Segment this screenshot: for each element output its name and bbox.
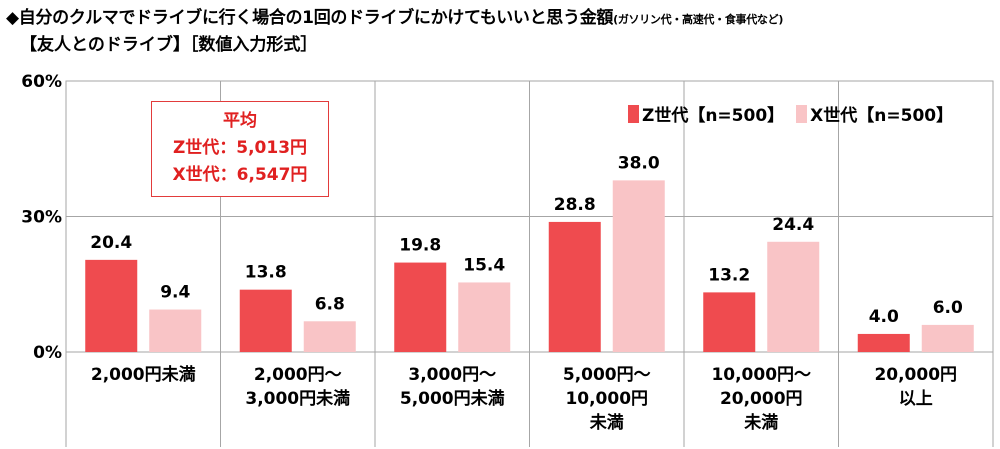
- legend-swatch-x: [796, 104, 808, 123]
- x-category-label: 2,000円未満: [91, 364, 196, 385]
- x-category-label: 以上: [899, 389, 933, 409]
- y-tick-label: 0%: [33, 343, 62, 363]
- average-x: X世代：6,547円: [172, 165, 308, 185]
- y-tick-label: 60%: [21, 72, 62, 92]
- bar-x: [767, 241, 820, 352]
- legend-label-z: Z世代【n=500】: [642, 106, 785, 126]
- data-label-x: 15.4: [463, 255, 505, 275]
- x-category-label: 5,000円未満: [400, 388, 505, 409]
- chart-title: ◆自分のクルマでドライブに行く場合の1回のドライブにかけてもいいと思う金額(ガソ…: [6, 3, 783, 28]
- data-label-x: 6.8: [315, 294, 345, 314]
- data-label-z: 19.8: [399, 236, 441, 256]
- x-category-label: 10,000円～: [711, 365, 811, 385]
- data-label-z: 13.8: [245, 263, 287, 283]
- legend-item-z: Z世代【n=500】: [628, 101, 784, 126]
- x-category-label: 3,000円未満: [245, 388, 350, 409]
- data-label-z: 4.0: [869, 307, 899, 327]
- data-label-x: 9.4: [160, 283, 190, 303]
- bar-x: [612, 180, 665, 352]
- bar-z: [85, 259, 138, 352]
- average-z: Z世代：5,013円: [172, 138, 308, 158]
- data-label-x: 38.0: [618, 153, 660, 173]
- bar-z: [239, 289, 292, 352]
- x-category-label: 10,000円: [565, 389, 648, 409]
- data-label-x: 24.4: [772, 215, 814, 235]
- bar-z: [703, 292, 756, 352]
- bar-z: [394, 262, 447, 352]
- x-category-label: 未満: [589, 412, 624, 433]
- data-label-x: 6.0: [933, 298, 963, 318]
- y-tick-label: 30%: [21, 208, 62, 228]
- data-label-z: 13.2: [708, 265, 750, 285]
- chart-title-main: ◆自分のクルマでドライブに行く場合の1回のドライブにかけてもいいと思う金額: [6, 8, 614, 28]
- x-category-label: 20,000円: [874, 365, 957, 385]
- data-label-z: 28.8: [554, 195, 596, 215]
- x-category-label: 5,000円～: [563, 365, 651, 385]
- bar-z: [857, 333, 910, 352]
- bar-x: [921, 324, 974, 352]
- x-category-label: 20,000円: [720, 389, 803, 409]
- average-box: 平均 Z世代：5,013円 X世代：6,547円: [151, 101, 329, 197]
- data-label-z: 20.4: [90, 233, 132, 253]
- chart-title-note: (ガソリン代・高速代・食事代など): [613, 13, 784, 26]
- legend-item-x: X世代【n=500】: [796, 101, 953, 126]
- x-category-label: 未満: [743, 412, 778, 433]
- chart-subtitle: 【友人とのドライブ】［数値入力形式］: [20, 35, 318, 55]
- bar-x: [149, 309, 202, 352]
- bar-x: [303, 321, 356, 352]
- x-category-label: 3,000円～: [408, 365, 496, 385]
- average-heading: 平均: [223, 111, 257, 131]
- legend-swatch-z: [628, 104, 639, 123]
- bar-z: [548, 221, 601, 352]
- legend: Z世代【n=500】 X世代【n=500】: [628, 101, 965, 126]
- x-category-label: 2,000円～: [254, 365, 342, 385]
- bar-x: [458, 282, 511, 352]
- legend-label-x: X世代【n=500】: [810, 106, 954, 126]
